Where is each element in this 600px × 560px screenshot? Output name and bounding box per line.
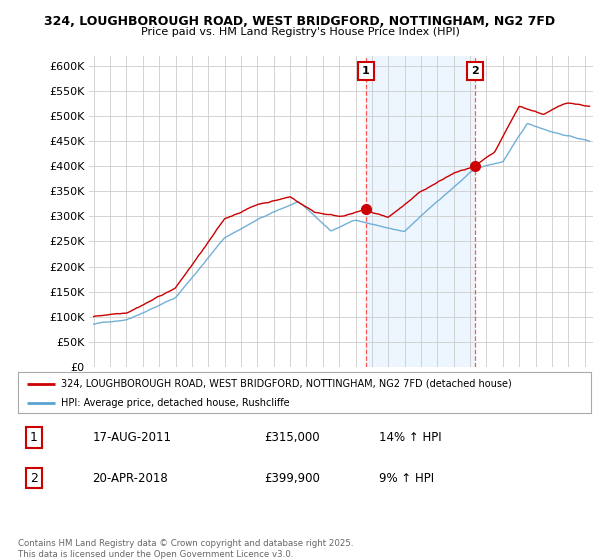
Text: 1: 1 xyxy=(362,66,370,76)
Text: Contains HM Land Registry data © Crown copyright and database right 2025.
This d: Contains HM Land Registry data © Crown c… xyxy=(18,539,353,559)
Text: 17-AUG-2011: 17-AUG-2011 xyxy=(92,431,172,444)
Text: HPI: Average price, detached house, Rushcliffe: HPI: Average price, detached house, Rush… xyxy=(61,398,290,408)
Text: £399,900: £399,900 xyxy=(265,472,320,485)
Text: £315,000: £315,000 xyxy=(265,431,320,444)
Text: 9% ↑ HPI: 9% ↑ HPI xyxy=(379,472,434,485)
Text: 2: 2 xyxy=(30,472,38,485)
Text: 14% ↑ HPI: 14% ↑ HPI xyxy=(379,431,442,444)
Bar xyxy=(366,56,475,367)
Text: 1: 1 xyxy=(30,431,38,444)
Text: Price paid vs. HM Land Registry's House Price Index (HPI): Price paid vs. HM Land Registry's House … xyxy=(140,27,460,37)
Text: 324, LOUGHBOROUGH ROAD, WEST BRIDGFORD, NOTTINGHAM, NG2 7FD (detached house): 324, LOUGHBOROUGH ROAD, WEST BRIDGFORD, … xyxy=(61,379,512,389)
Text: 324, LOUGHBOROUGH ROAD, WEST BRIDGFORD, NOTTINGHAM, NG2 7FD: 324, LOUGHBOROUGH ROAD, WEST BRIDGFORD, … xyxy=(44,15,556,28)
Text: 20-APR-2018: 20-APR-2018 xyxy=(92,472,168,485)
Text: 2: 2 xyxy=(471,66,479,76)
